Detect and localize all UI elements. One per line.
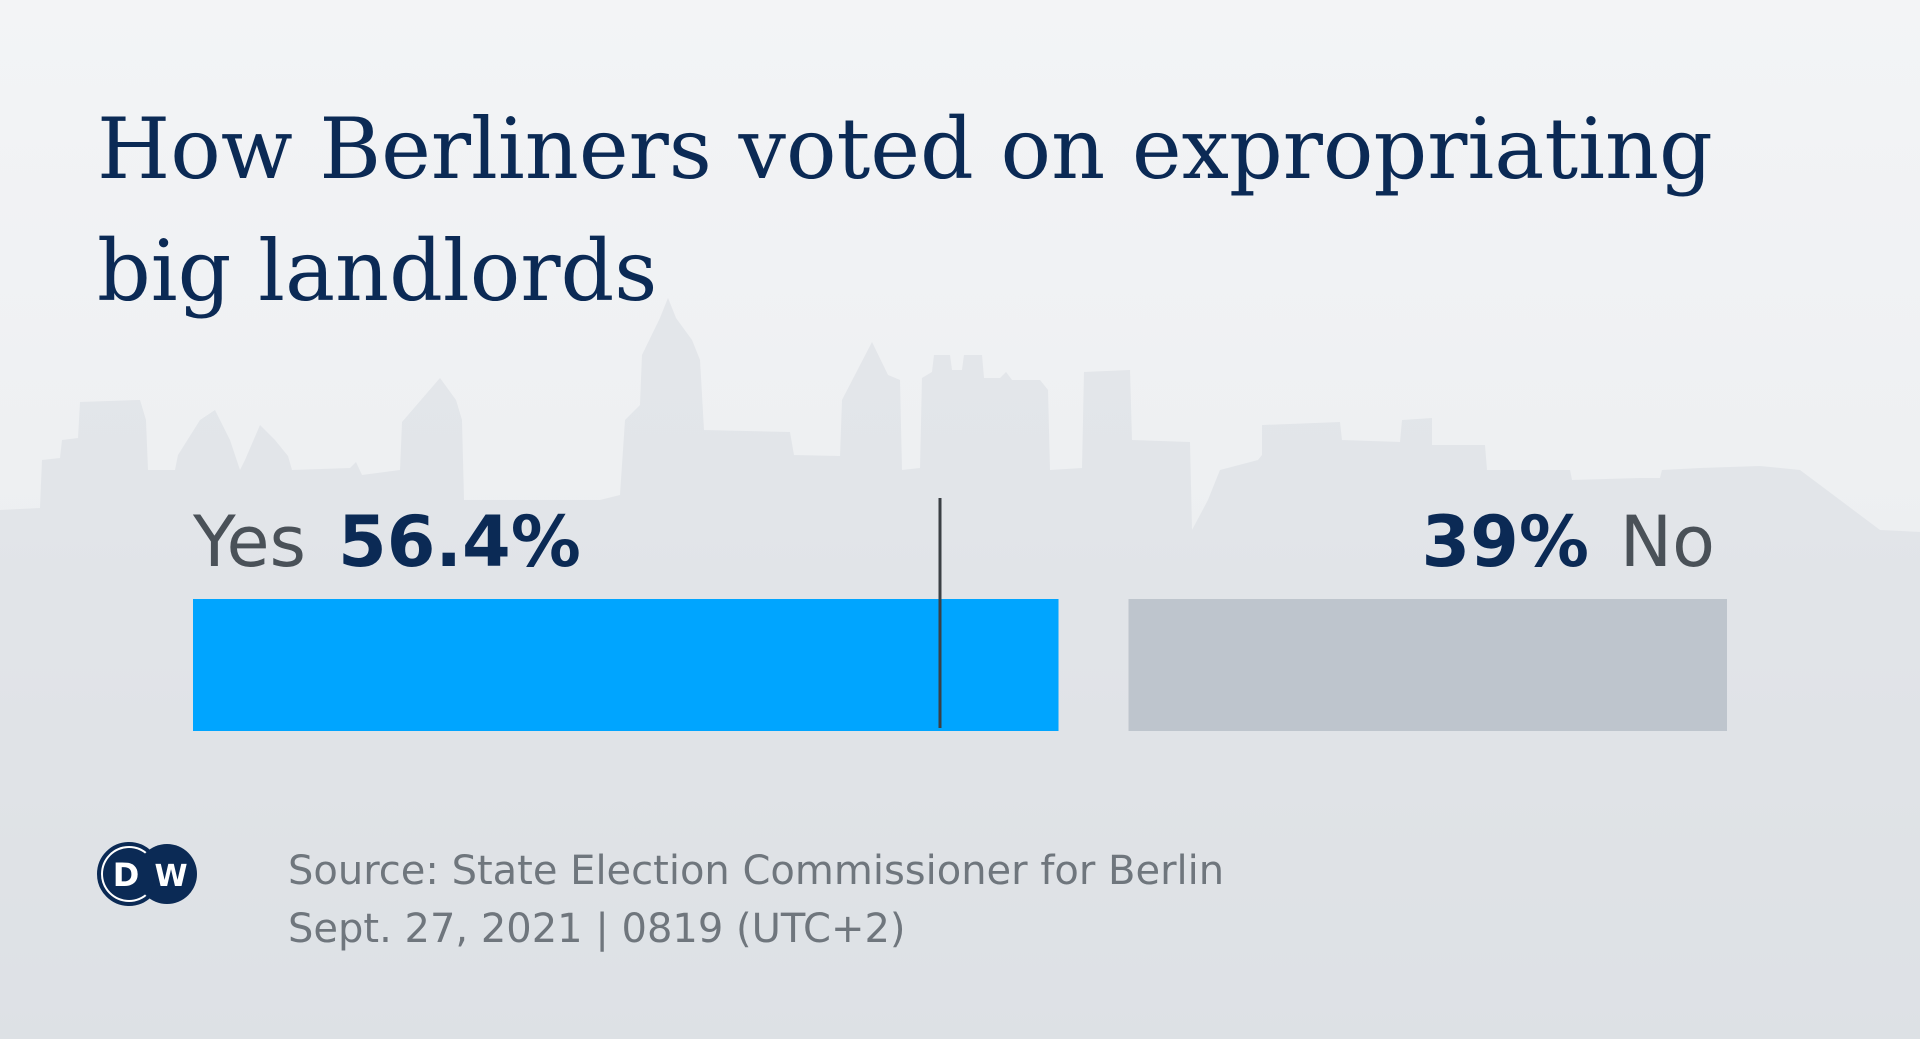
yes-bar	[193, 599, 1059, 731]
no-label: No	[1620, 501, 1715, 583]
no-bar	[1128, 599, 1727, 731]
svg-text:W: W	[154, 859, 187, 894]
date-line: Sept. 27, 2021 | 0819 (UTC+2)	[288, 906, 906, 952]
yes-label: Yes	[192, 501, 306, 583]
source-line: Source: State Election Commissioner for …	[288, 848, 1225, 894]
no-value-label: 39%	[1421, 501, 1589, 583]
chart-title: How Berliners voted on expropriating big…	[97, 100, 1713, 320]
svg-text:D: D	[113, 856, 140, 894]
source-note: Source: State Election Commissioner for …	[288, 842, 1224, 958]
dw-logo: D W	[97, 842, 197, 906]
yes-value-label: 56.4%	[338, 501, 581, 583]
